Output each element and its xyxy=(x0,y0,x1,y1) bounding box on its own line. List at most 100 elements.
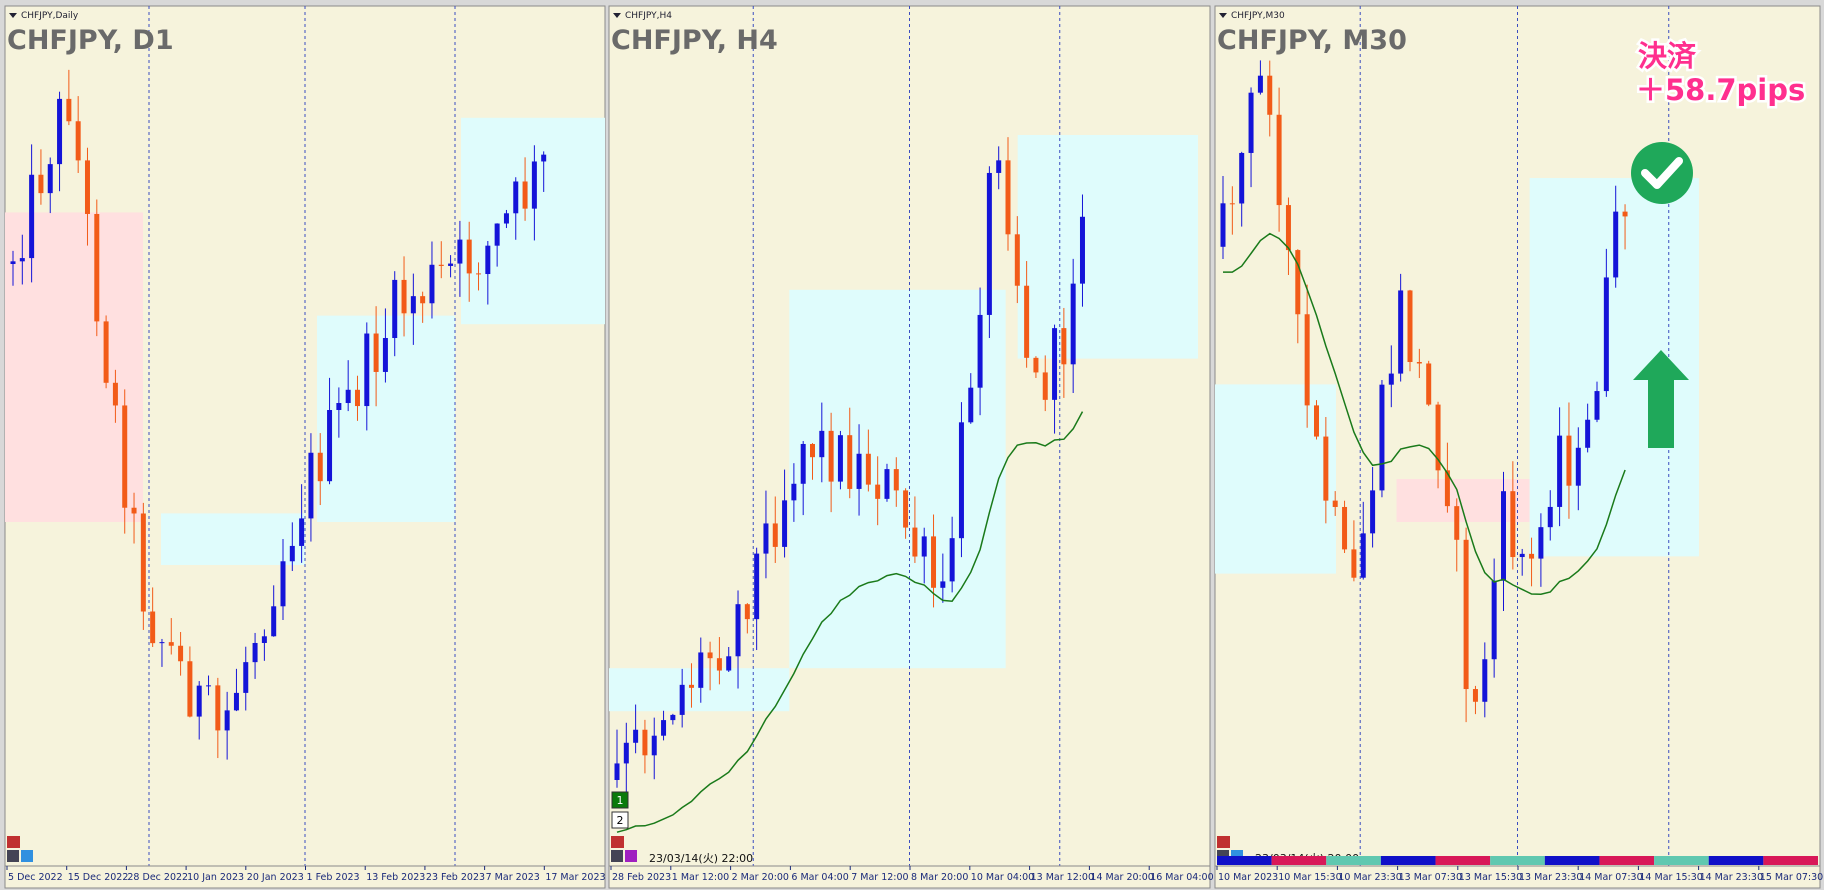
up-arrow xyxy=(1633,350,1689,448)
date-label: 10 Jan 2023 xyxy=(187,872,244,883)
date-label: 14 Mar 15:30 xyxy=(1639,872,1702,883)
candle-body xyxy=(1622,211,1628,217)
candle-body xyxy=(206,685,212,687)
session-bar xyxy=(1217,856,1272,865)
candle-body xyxy=(726,656,732,671)
candle-body xyxy=(893,469,899,491)
candle-body xyxy=(168,642,174,646)
session-bar xyxy=(1380,856,1436,865)
date-label: 13 Mar 07:30 xyxy=(1399,872,1462,883)
candle-body xyxy=(19,258,25,262)
candle-body xyxy=(1519,553,1525,558)
candle-body xyxy=(196,685,202,717)
candle-body xyxy=(912,527,918,557)
candle-body xyxy=(884,469,890,499)
candle-body xyxy=(345,389,351,404)
overlay: 決済 ＋58.7pips xyxy=(1631,37,1808,448)
date-label: 15 Dec 2022 xyxy=(68,872,129,883)
candle-body xyxy=(410,296,416,314)
candle-body xyxy=(531,161,537,209)
candle-body xyxy=(1052,328,1058,400)
candle-body xyxy=(75,121,81,161)
date-label: 7 Mar 2023 xyxy=(486,872,540,883)
candle-body xyxy=(1220,203,1226,247)
panel-label: CHFJPY,M30 xyxy=(1231,11,1285,21)
date-label: 14 Mar 07:30 xyxy=(1579,872,1642,883)
candle-body xyxy=(494,223,500,246)
tool-icon xyxy=(625,850,637,862)
date-label: 13 Mar 23:30 xyxy=(1519,872,1582,883)
date-label: 1 Feb 2023 xyxy=(307,872,360,883)
session-bar xyxy=(1708,856,1764,865)
indicator-button xyxy=(611,791,629,809)
candle-body xyxy=(103,321,109,383)
candle-body xyxy=(651,735,657,756)
candle-body xyxy=(828,430,834,482)
candle-body xyxy=(233,692,239,711)
date-label: 1 Mar 12:00 xyxy=(672,872,729,883)
date-label: 6 Mar 04:00 xyxy=(791,872,848,883)
candle-body xyxy=(178,645,184,662)
session-bar xyxy=(1435,856,1491,865)
candle-body xyxy=(1304,314,1310,406)
check-mark xyxy=(1641,157,1683,189)
candle-body xyxy=(642,729,648,756)
candle-body xyxy=(1557,435,1563,507)
candle-body xyxy=(698,652,704,688)
date-label: 13 Mar 15:30 xyxy=(1459,872,1522,883)
candle-body xyxy=(448,263,454,266)
candle-body xyxy=(392,279,398,339)
candle-body xyxy=(243,662,249,693)
tool-icon xyxy=(21,850,33,862)
candle-body xyxy=(782,500,788,547)
session-bar xyxy=(1326,856,1381,865)
date-label: 5 Dec 2022 xyxy=(8,872,63,883)
candle-body xyxy=(429,264,435,304)
candle-body xyxy=(735,604,741,657)
candle-body xyxy=(679,684,685,715)
candle-body xyxy=(1547,506,1553,528)
candle-body xyxy=(837,435,843,482)
candle-body xyxy=(1463,539,1469,690)
candle-body xyxy=(819,430,825,458)
candle-body xyxy=(354,389,360,407)
session-bar xyxy=(1271,856,1327,865)
candle-body xyxy=(522,181,528,209)
candle-body xyxy=(661,720,667,736)
candle-body xyxy=(1370,490,1376,534)
candle-body xyxy=(921,536,927,557)
session-bar xyxy=(1544,856,1600,865)
close-button xyxy=(1217,836,1230,848)
panel-menu-icon xyxy=(613,13,621,18)
candle-body xyxy=(1276,114,1282,206)
candle-body xyxy=(800,443,806,484)
candle-body xyxy=(308,452,314,519)
date-label: 10 Mar 2023 xyxy=(1218,872,1278,883)
candle-body xyxy=(1379,384,1385,491)
candle-body xyxy=(1257,75,1263,93)
candle-body xyxy=(940,581,946,588)
candle-body xyxy=(503,213,509,224)
candle-body xyxy=(1426,363,1432,405)
candle-body xyxy=(47,164,53,194)
candle-body xyxy=(401,279,407,314)
session-bar xyxy=(1599,856,1655,865)
panel-label: CHFJPY,H4 xyxy=(625,11,672,21)
candle-body xyxy=(1033,357,1039,373)
candle-body xyxy=(633,729,639,743)
candle-body xyxy=(84,160,90,214)
candle-body xyxy=(10,261,16,264)
date-label: 23 Feb 2023 xyxy=(426,872,485,883)
candle-body xyxy=(541,154,547,162)
moving-average xyxy=(616,411,1084,833)
date-label: 20 Jan 2023 xyxy=(247,872,304,883)
candle-body xyxy=(513,181,519,214)
indicator-button-label: 1 xyxy=(617,794,624,807)
candle-body xyxy=(1575,447,1581,486)
candle-body xyxy=(623,742,629,764)
check-badge xyxy=(1631,142,1693,204)
date-label: 2 Mar 20:00 xyxy=(732,872,789,883)
candle-body xyxy=(614,763,620,780)
candle-body xyxy=(754,553,760,620)
candle-body xyxy=(1538,527,1544,559)
